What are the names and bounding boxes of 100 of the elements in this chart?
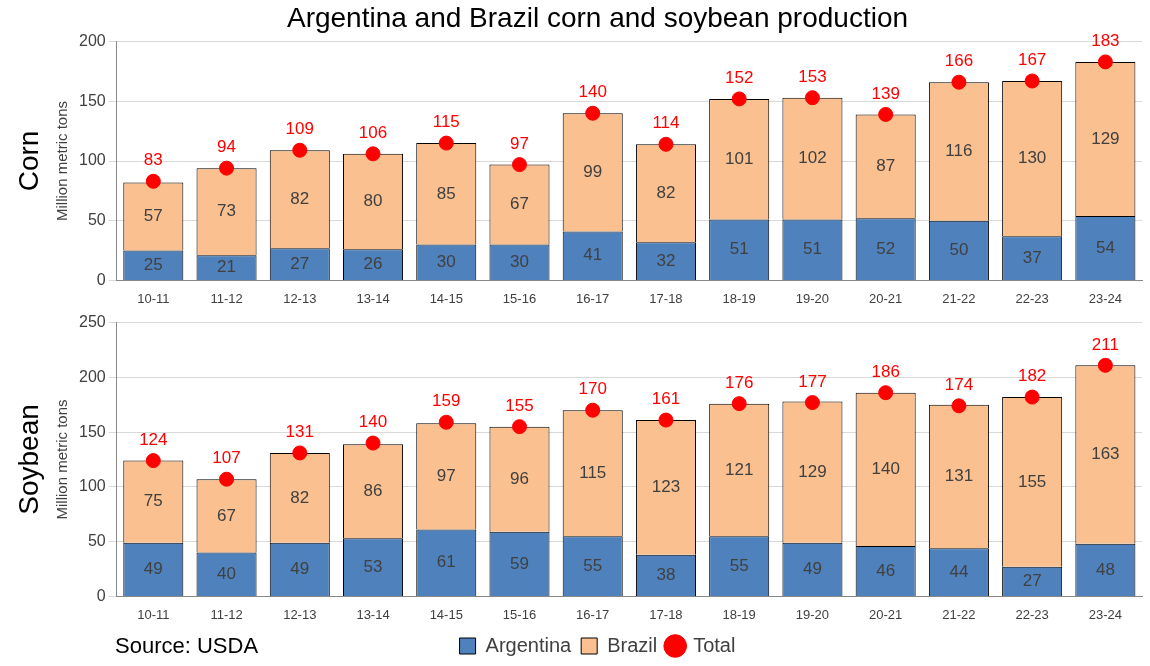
data-label: 46	[876, 560, 896, 580]
data-label: 152	[725, 68, 754, 88]
point	[511, 157, 527, 173]
legend-label: Argentina	[485, 633, 573, 656]
data-label: 167	[1017, 50, 1047, 70]
point	[878, 385, 894, 401]
legend-label: Brazil	[607, 633, 658, 656]
data-label: 82	[290, 487, 310, 507]
x-tick-label: 19-20	[795, 290, 830, 306]
data-label: 27	[290, 253, 310, 273]
x-tick-label: 11-12	[210, 606, 243, 622]
x-tick-label: 18-19	[722, 606, 756, 622]
data-label: 82	[656, 182, 676, 202]
data-label: 183	[1091, 31, 1120, 51]
x-tick-label: 17-18	[649, 290, 683, 306]
data-label: 57	[143, 206, 163, 226]
data-label: 102	[798, 148, 827, 168]
data-label: 61	[436, 552, 456, 572]
data-label: 130	[1017, 148, 1047, 168]
x-tick-label: 12-13	[283, 290, 317, 306]
x-tick-label: 17-18	[649, 606, 683, 622]
data-label: 116	[945, 141, 973, 161]
y-tick-label: 50	[87, 532, 106, 550]
data-label: 140	[578, 82, 607, 102]
data-label: 124	[139, 429, 168, 449]
x-tick-label: 15-16	[502, 606, 537, 622]
point	[1024, 73, 1040, 89]
x-tick-label: 13-14	[356, 606, 390, 622]
data-label: 96	[510, 468, 529, 488]
data-label: 170	[578, 379, 607, 399]
data-label: 59	[510, 553, 529, 573]
text: Corn	[12, 130, 44, 192]
data-label: 85	[436, 183, 456, 203]
data-label: 67	[510, 194, 529, 214]
data-label: 32	[656, 250, 676, 270]
point	[145, 453, 161, 469]
point	[804, 90, 820, 106]
point	[438, 414, 454, 430]
x-tick-label: 10-11	[137, 606, 170, 622]
data-label: 155	[1017, 471, 1047, 491]
data-label: 153	[798, 66, 827, 86]
y-tick-label: 0	[96, 586, 106, 604]
y-axis-title: Million metric tons	[53, 399, 71, 520]
data-label: 21	[217, 257, 237, 277]
point	[658, 412, 674, 428]
point	[951, 74, 967, 90]
point	[145, 173, 161, 189]
legend-label: Total	[693, 633, 736, 656]
point	[292, 142, 308, 158]
data-label: 48	[1095, 559, 1115, 579]
data-label: 25	[143, 254, 163, 274]
x-tick-label: 23-24	[1088, 606, 1123, 622]
data-label: 99	[583, 162, 603, 182]
data-label: 114	[652, 113, 680, 133]
data-label: 159	[432, 391, 461, 411]
x-tick-label: 11-12	[210, 290, 243, 306]
data-label: 211	[1091, 334, 1119, 354]
y-tick-label: 150	[78, 91, 106, 109]
data-label: 86	[363, 480, 383, 500]
data-label: 55	[729, 555, 749, 575]
point	[951, 398, 967, 414]
point	[1097, 357, 1113, 373]
data-label: 182	[1017, 366, 1047, 386]
data-label: 140	[871, 459, 900, 479]
data-label: 129	[1091, 128, 1120, 148]
point	[292, 445, 308, 461]
x-tick-label: 21-22	[942, 290, 976, 306]
data-label: 186	[871, 361, 900, 381]
x-tick-label: 14-15	[429, 606, 463, 622]
point	[219, 160, 235, 176]
data-label: 97	[436, 466, 456, 486]
data-label: 87	[876, 156, 896, 176]
y-tick-label: 150	[78, 422, 106, 440]
data-label: 54	[1095, 237, 1115, 257]
x-tick-label: 23-24	[1088, 290, 1123, 306]
x-tick-label: 12-13	[283, 606, 317, 622]
data-label: 49	[143, 559, 163, 579]
point	[731, 91, 747, 107]
point	[365, 435, 381, 451]
data-label: 97	[510, 133, 529, 153]
y-tick-label: 50	[87, 211, 106, 229]
data-label: 109	[285, 119, 314, 139]
x-tick-label: 20-21	[869, 606, 903, 622]
data-label: 75	[143, 491, 163, 511]
point	[1097, 54, 1113, 70]
data-label: 40	[217, 563, 237, 583]
x-tick-label: 19-20	[795, 606, 830, 622]
data-label: 101	[725, 148, 754, 168]
data-label: 83	[143, 150, 163, 170]
data-label: 51	[729, 239, 749, 259]
data-label: 107	[212, 448, 241, 468]
point	[585, 105, 601, 121]
x-tick-label: 13-14	[356, 290, 390, 306]
y-tick-label: 100	[78, 151, 106, 169]
data-label: 115	[432, 112, 460, 132]
data-label: 115	[579, 462, 607, 482]
chart-title: Argentina and Brazil corn and soybean production	[286, 1, 909, 33]
data-label: 176	[725, 372, 754, 392]
data-label: 161	[651, 389, 681, 409]
point	[658, 136, 674, 152]
